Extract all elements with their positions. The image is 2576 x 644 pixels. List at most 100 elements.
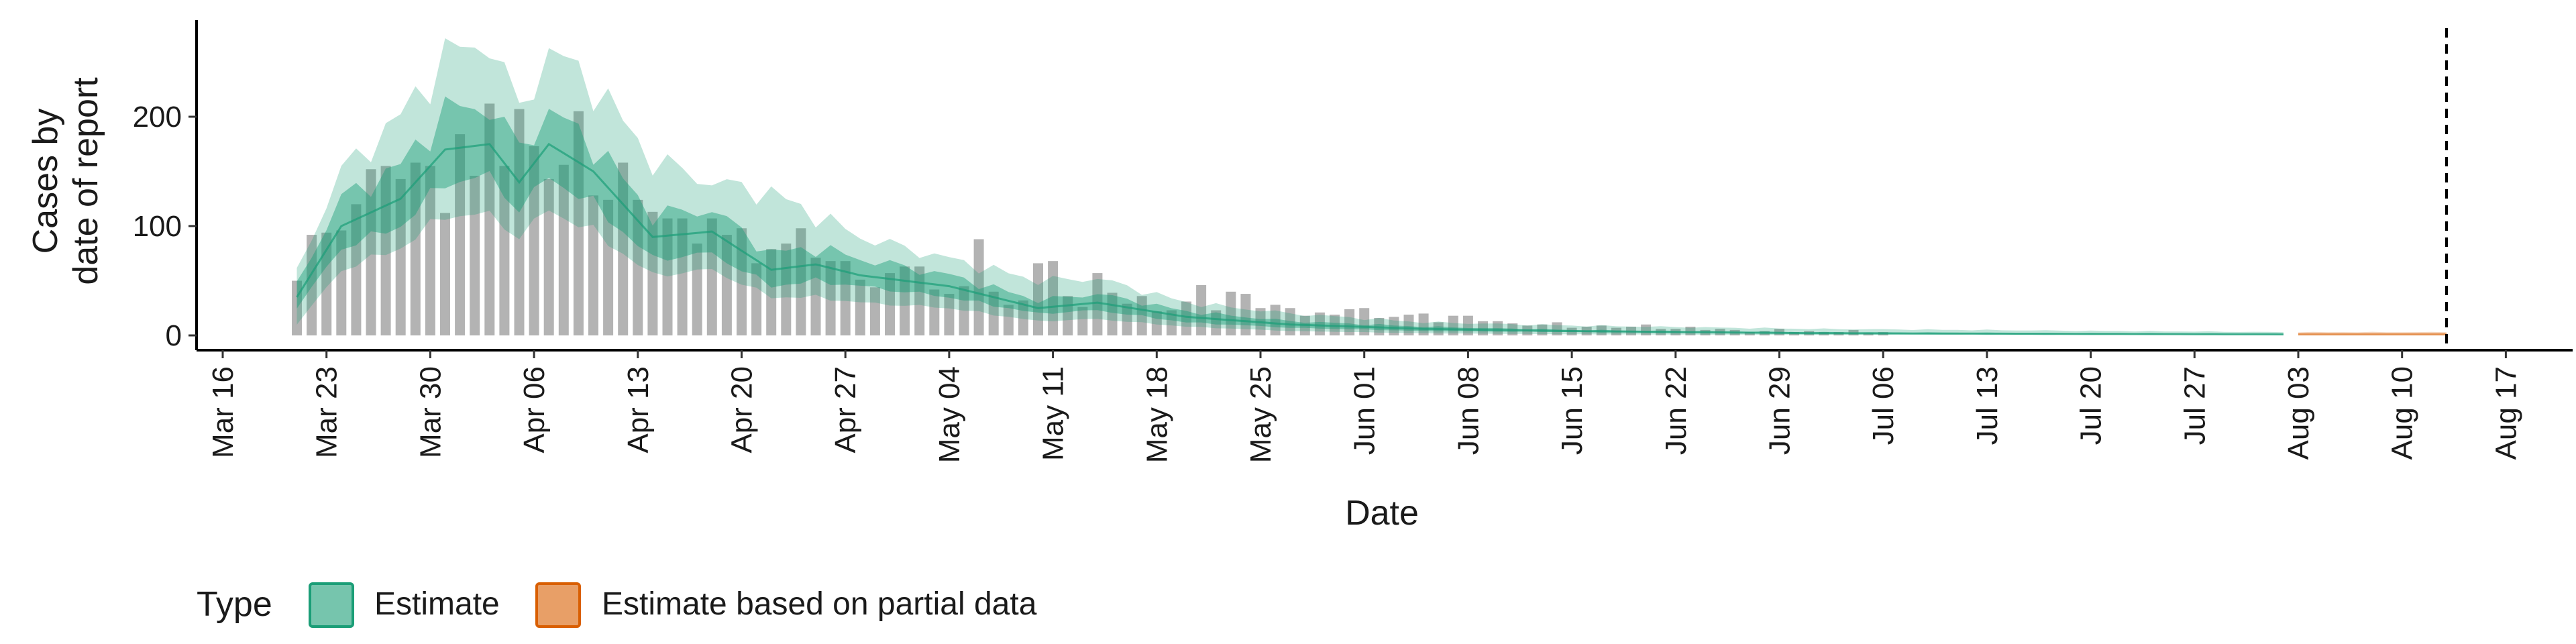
y-tick-label: 200 (133, 101, 182, 133)
estimate-outer-band (297, 38, 2284, 335)
x-tick-label: May 25 (1244, 366, 1277, 463)
y-axis-title-line: Cases by (26, 109, 65, 254)
x-tick-label: Mar 16 (207, 366, 239, 458)
legend-label: Estimate based on partial data (602, 586, 1037, 622)
bar (973, 239, 984, 335)
x-tick-label: Mar 30 (414, 366, 447, 458)
y-axis-title: Cases bydate of report (26, 77, 105, 285)
x-tick-label: Aug 10 (2386, 366, 2419, 460)
bar (1077, 307, 1088, 335)
bar (944, 294, 955, 335)
bar (959, 286, 969, 335)
bar (1270, 305, 1281, 335)
legend-label: Estimate (374, 586, 500, 622)
bar (440, 213, 450, 335)
x-tick-label: Jun 29 (1764, 366, 1796, 455)
bar (737, 228, 747, 335)
bar (499, 166, 510, 335)
bar (307, 235, 317, 335)
legend-swatch (309, 582, 354, 628)
bar (1181, 301, 1191, 335)
bar (514, 109, 525, 335)
reported-case-bars (292, 103, 1888, 335)
bar (706, 218, 717, 335)
bar (781, 244, 792, 335)
bar (470, 176, 480, 335)
bar (796, 228, 806, 335)
bar (588, 195, 598, 335)
x-tick-label: Apr 13 (622, 366, 655, 453)
bar (766, 249, 777, 335)
axes: 0 100 200 Mar 16 Mar 23 Mar 30 Apr 06 Apr 13 Apr… (26, 20, 2573, 533)
x-tick-label: May 04 (933, 366, 966, 463)
x-tick-label: Jul 27 (2178, 366, 2211, 445)
bar (380, 166, 391, 335)
bar (1151, 311, 1162, 335)
bar (1344, 309, 1355, 335)
bar (1018, 300, 1028, 335)
legend-title: Type (197, 585, 272, 624)
bar (1389, 317, 1399, 335)
legend-swatch (535, 582, 581, 628)
bar (336, 230, 347, 335)
x-tick-label: Jul 06 (1867, 366, 1900, 445)
x-tick-label: Jun 15 (1556, 366, 1589, 455)
bar (1033, 263, 1043, 335)
x-tick-label: Jun 22 (1660, 366, 1693, 455)
bar (1003, 305, 1014, 335)
bar (900, 266, 910, 335)
bar (529, 146, 539, 335)
x-tick-label: Aug 17 (2489, 366, 2522, 460)
bar (395, 178, 406, 335)
bar (1552, 322, 1562, 335)
bar (1314, 312, 1325, 335)
bar (869, 287, 880, 335)
x-tick-label: May 18 (1140, 366, 1173, 463)
bar (721, 235, 732, 335)
x-tick-label: Apr 27 (829, 366, 862, 453)
bar (1685, 326, 1696, 335)
bar (647, 211, 658, 335)
x-tick-label: Aug 03 (2282, 366, 2315, 460)
estimate-median-line (296, 142, 2284, 335)
bar (1166, 310, 1177, 335)
bar (633, 199, 643, 335)
x-tick-label: Jul 13 (1971, 366, 2004, 445)
bar (455, 134, 466, 335)
bar (1107, 292, 1118, 335)
bar (988, 291, 999, 335)
bar (692, 244, 702, 335)
bar (810, 258, 821, 335)
bar (751, 263, 762, 335)
y-axis-title-line: date of report (66, 77, 105, 285)
bar (484, 103, 495, 335)
x-tick-label: Apr 20 (726, 366, 759, 453)
bar (1196, 285, 1207, 335)
bar (929, 289, 940, 335)
x-axis-title: Date (1345, 494, 1419, 533)
bar (558, 164, 569, 335)
y-tick-label: 100 (133, 210, 182, 243)
bar (1744, 332, 1755, 335)
bar (840, 261, 851, 335)
bar (1478, 321, 1488, 335)
bar (351, 204, 362, 335)
x-tick-label: Jul 20 (2075, 366, 2108, 445)
bar (1211, 310, 1222, 335)
estimate-bands (296, 38, 2447, 335)
x-tick-label: Mar 23 (311, 366, 343, 458)
legend: Type Estimate Estimate based on partial da… (197, 582, 1037, 628)
bar (410, 162, 421, 335)
bar (321, 232, 332, 335)
bar (1418, 313, 1429, 335)
x-tick-label: Jun 01 (1348, 366, 1381, 455)
bar (1285, 308, 1295, 335)
x-tick-label: Apr 06 (518, 366, 551, 453)
bar (1048, 261, 1059, 335)
bar (1092, 273, 1103, 335)
bar (855, 279, 865, 335)
bar (1493, 321, 1503, 335)
bar (1122, 303, 1132, 335)
bar (885, 273, 895, 335)
